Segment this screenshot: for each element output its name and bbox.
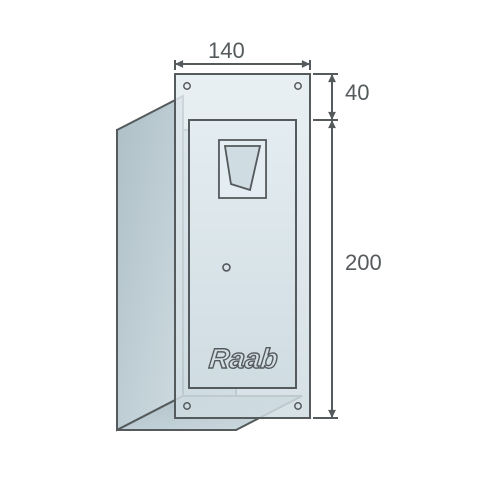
arrowhead-icon bbox=[328, 120, 336, 128]
arrowhead-icon bbox=[175, 60, 183, 68]
arrowhead-icon bbox=[328, 74, 336, 82]
arrowhead-icon bbox=[302, 60, 310, 68]
arrowhead-icon bbox=[328, 112, 336, 120]
dim-40: 40 bbox=[345, 80, 369, 105]
box-left bbox=[117, 96, 183, 430]
dim-200: 200 bbox=[345, 250, 382, 275]
brand-emboss: Raab bbox=[208, 343, 280, 374]
dim-140: 140 bbox=[208, 38, 245, 63]
arrowhead-icon bbox=[328, 410, 336, 418]
